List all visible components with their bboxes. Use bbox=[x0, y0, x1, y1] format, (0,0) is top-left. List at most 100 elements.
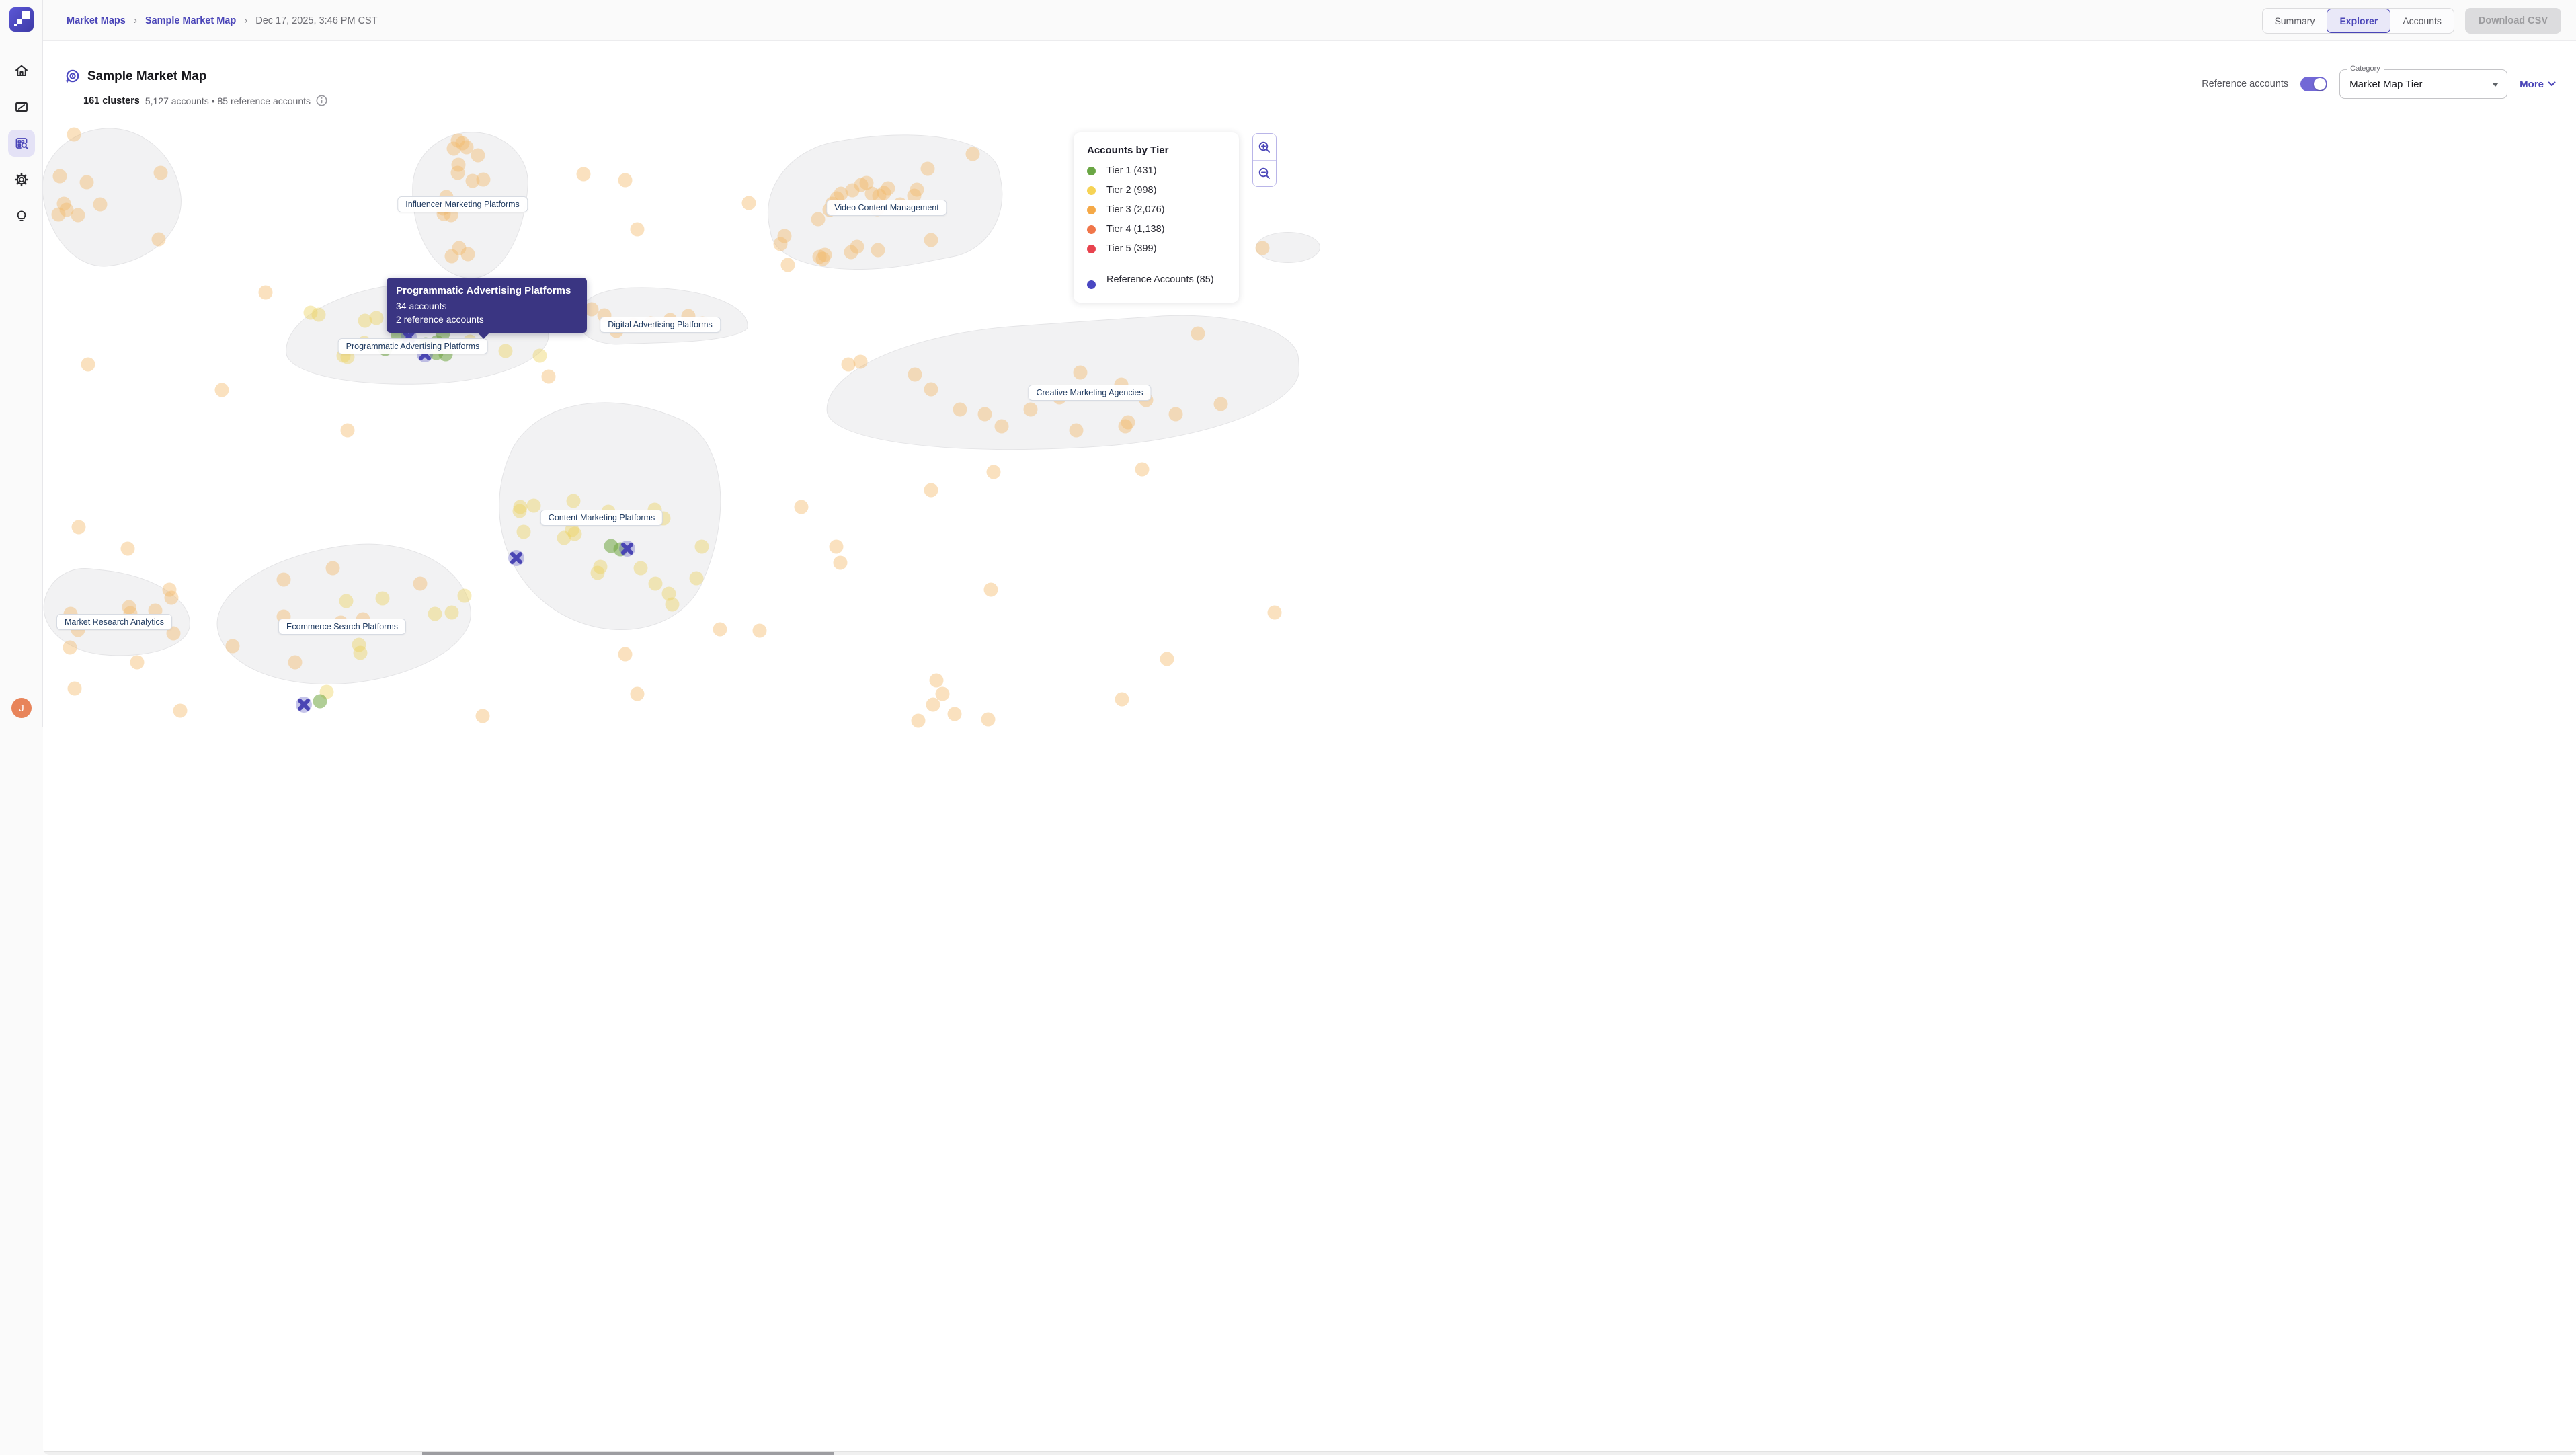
account-dot[interactable] bbox=[452, 241, 467, 255]
app-logo-icon[interactable] bbox=[9, 7, 34, 32]
account-dot[interactable] bbox=[339, 594, 354, 608]
zoom-out-button[interactable] bbox=[1253, 160, 1276, 186]
account-dot[interactable] bbox=[498, 344, 513, 358]
account-dot[interactable] bbox=[512, 504, 527, 518]
account-dot[interactable] bbox=[446, 141, 461, 156]
cluster-label[interactable]: Content Marketing Platforms bbox=[540, 510, 663, 526]
breadcrumb-item-2[interactable]: Sample Market Map bbox=[145, 15, 237, 26]
account-dot[interactable] bbox=[459, 140, 474, 155]
account-dot[interactable] bbox=[166, 626, 181, 641]
account-dot[interactable] bbox=[513, 500, 528, 514]
account-dot[interactable] bbox=[859, 175, 874, 190]
account-dot[interactable] bbox=[56, 196, 71, 211]
breadcrumb-item-1[interactable]: Market Maps bbox=[67, 15, 126, 26]
account-dot[interactable] bbox=[565, 522, 579, 537]
account-dot[interactable] bbox=[353, 645, 368, 660]
account-dot[interactable] bbox=[871, 243, 885, 258]
cluster-label[interactable]: Market Research Analytics bbox=[56, 614, 172, 630]
account-dot[interactable] bbox=[877, 186, 891, 200]
tab-explorer[interactable]: Explorer bbox=[2327, 8, 2391, 33]
account-dot[interactable] bbox=[173, 703, 188, 718]
account-dot[interactable] bbox=[52, 169, 67, 184]
account-dot[interactable] bbox=[981, 712, 996, 727]
account-dot[interactable] bbox=[1073, 365, 1088, 380]
reference-account-marker[interactable] bbox=[617, 539, 637, 559]
account-dot[interactable] bbox=[665, 597, 680, 612]
scrollbar-thumb[interactable] bbox=[422, 1452, 834, 1455]
account-dot[interactable] bbox=[935, 686, 950, 701]
tab-summary[interactable]: Summary bbox=[2263, 9, 2327, 33]
account-dot[interactable] bbox=[1160, 652, 1174, 666]
account-dot[interactable] bbox=[777, 229, 792, 243]
cluster-label[interactable]: Creative Marketing Agencies bbox=[1028, 385, 1152, 401]
account-dot[interactable] bbox=[694, 539, 709, 554]
cluster-label[interactable]: Influencer Marketing Platforms bbox=[397, 196, 528, 212]
more-menu-button[interactable]: More bbox=[2520, 79, 2556, 90]
account-dot[interactable] bbox=[71, 520, 86, 535]
account-dot[interactable] bbox=[311, 307, 326, 322]
account-dot[interactable] bbox=[618, 173, 633, 188]
account-dot[interactable] bbox=[59, 202, 74, 217]
account-dot[interactable] bbox=[67, 681, 82, 696]
account-dot[interactable] bbox=[1118, 419, 1133, 434]
sidebar-item-market-maps[interactable] bbox=[7, 130, 35, 157]
account-dot[interactable] bbox=[71, 208, 85, 223]
account-dot[interactable] bbox=[444, 249, 459, 264]
account-dot[interactable] bbox=[81, 357, 95, 372]
account-dot[interactable] bbox=[79, 175, 94, 190]
account-dot[interactable] bbox=[584, 302, 599, 317]
account-dot[interactable] bbox=[225, 639, 240, 654]
account-dot[interactable] bbox=[633, 561, 648, 576]
cluster-label[interactable]: Digital Advertising Platforms bbox=[600, 317, 721, 333]
reference-account-marker[interactable] bbox=[506, 548, 526, 568]
account-dot[interactable] bbox=[532, 348, 547, 363]
account-dot[interactable] bbox=[841, 357, 856, 372]
account-dot[interactable] bbox=[369, 311, 384, 325]
account-dot[interactable] bbox=[303, 305, 318, 320]
account-dot[interactable] bbox=[93, 197, 108, 212]
account-dot[interactable] bbox=[741, 196, 756, 210]
account-dot[interactable] bbox=[713, 622, 727, 637]
account-dot[interactable] bbox=[780, 258, 795, 272]
account-dot[interactable] bbox=[444, 605, 459, 620]
account-dot[interactable] bbox=[465, 173, 480, 188]
account-dot[interactable] bbox=[924, 233, 938, 247]
account-dot[interactable] bbox=[812, 249, 827, 264]
account-dot[interactable] bbox=[850, 239, 864, 254]
account-dot[interactable] bbox=[1135, 462, 1150, 477]
download-csv-button[interactable]: Download CSV bbox=[2464, 7, 2561, 34]
account-dot[interactable] bbox=[845, 183, 860, 198]
account-dot[interactable] bbox=[1255, 241, 1270, 255]
account-dot[interactable] bbox=[1267, 605, 1282, 620]
account-dot[interactable] bbox=[258, 285, 273, 300]
account-dot[interactable] bbox=[864, 186, 879, 201]
account-dot[interactable] bbox=[833, 555, 848, 570]
account-dot[interactable] bbox=[450, 165, 465, 180]
account-dot[interactable] bbox=[325, 561, 340, 576]
account-dot[interactable] bbox=[164, 590, 179, 605]
info-icon[interactable] bbox=[316, 95, 327, 106]
account-dot[interactable] bbox=[471, 148, 485, 163]
account-dot[interactable] bbox=[947, 707, 962, 721]
tab-accounts[interactable]: Accounts bbox=[2390, 9, 2454, 33]
account-dot[interactable] bbox=[51, 207, 66, 222]
account-dot[interactable] bbox=[130, 655, 145, 670]
account-dot[interactable] bbox=[953, 402, 967, 417]
account-dot[interactable] bbox=[67, 127, 81, 142]
account-dot[interactable] bbox=[1023, 402, 1038, 417]
account-dot[interactable] bbox=[1191, 326, 1205, 341]
account-dot[interactable] bbox=[630, 686, 645, 701]
sidebar-item-settings[interactable] bbox=[8, 166, 35, 193]
account-dot[interactable] bbox=[590, 565, 605, 580]
account-dot[interactable] bbox=[460, 247, 475, 262]
account-dot[interactable] bbox=[752, 623, 767, 638]
account-dot[interactable] bbox=[122, 600, 136, 615]
account-dot[interactable] bbox=[214, 383, 229, 397]
sidebar-item-whiteboard[interactable] bbox=[8, 93, 35, 120]
account-dot[interactable] bbox=[910, 182, 924, 197]
account-dot[interactable] bbox=[648, 576, 663, 591]
account-dot[interactable] bbox=[911, 713, 926, 728]
account-dot[interactable] bbox=[120, 541, 135, 556]
account-dot[interactable] bbox=[811, 212, 826, 227]
account-dot[interactable] bbox=[977, 407, 992, 422]
